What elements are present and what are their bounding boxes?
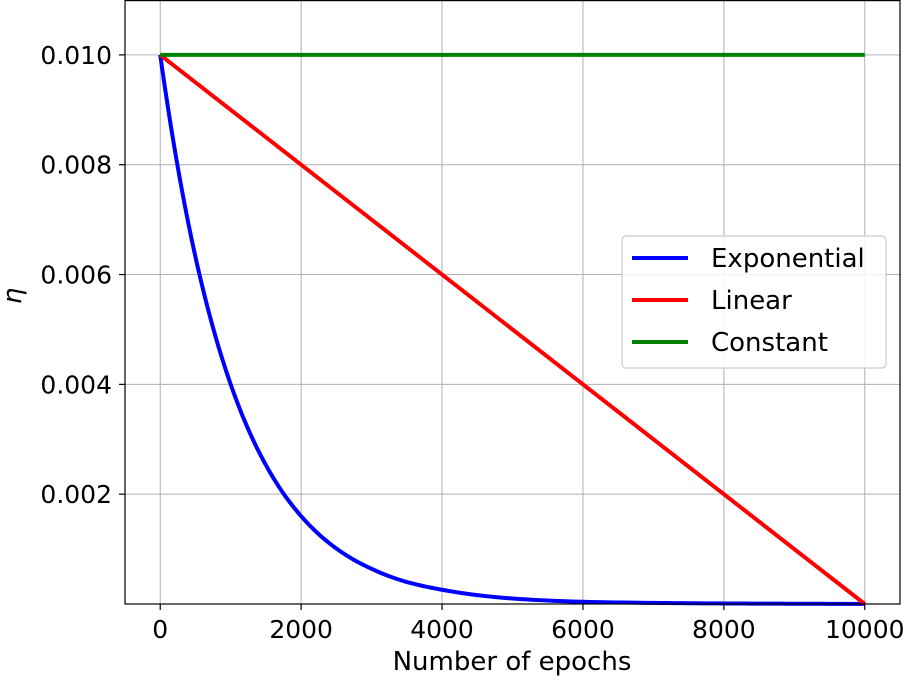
x-tick-label: 6000 bbox=[551, 615, 615, 644]
legend-label: Constant bbox=[711, 328, 828, 358]
series-group bbox=[158, 52, 866, 606]
y-axis-ticks: 0.002 0.004 0.006 0.008 0.010 bbox=[40, 41, 125, 509]
y-tick-label: 0.008 bbox=[40, 151, 112, 180]
x-tick-label: 4000 bbox=[410, 615, 474, 644]
legend-label: Linear bbox=[711, 286, 792, 316]
y-tick-label: 0.004 bbox=[40, 370, 112, 399]
legend-box bbox=[621, 235, 887, 369]
y-tick-label: 0.010 bbox=[40, 41, 112, 70]
legend: Exponential Linear Constant bbox=[621, 235, 887, 369]
series-line-linear bbox=[159, 53, 866, 606]
legend-label: Exponential bbox=[711, 244, 865, 274]
y-tick-label: 0.002 bbox=[40, 480, 112, 509]
y-tick-label: 0.006 bbox=[40, 261, 112, 290]
x-axis-ticks: 0 2000 4000 6000 8000 10000 bbox=[152, 604, 905, 644]
plot-frame bbox=[124, 0, 901, 605]
x-tick-label: 0 bbox=[152, 615, 168, 644]
series-line-exponential bbox=[158, 54, 865, 606]
x-axis-label: Number of epochs bbox=[393, 647, 632, 677]
y-axis-label: η bbox=[0, 288, 28, 304]
x-tick-label: 2000 bbox=[269, 615, 333, 644]
x-tick-label: 10000 bbox=[825, 615, 905, 644]
x-tick-label: 8000 bbox=[692, 615, 756, 644]
